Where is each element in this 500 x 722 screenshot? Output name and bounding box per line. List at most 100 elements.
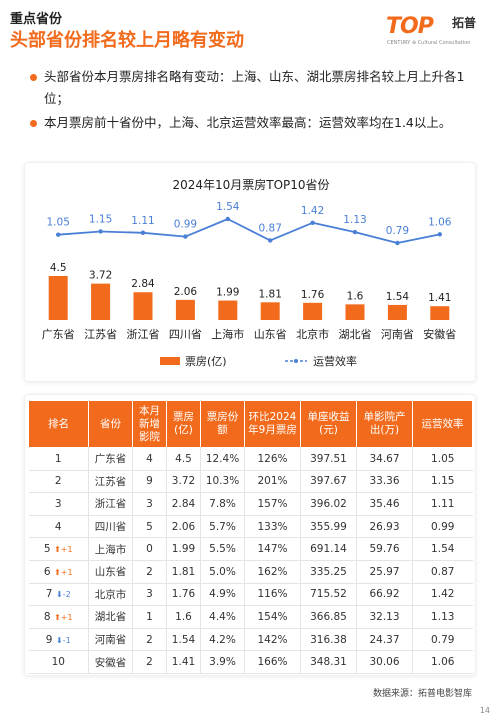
table-cell: 355.99: [300, 515, 357, 539]
table-body: 1 广东省 4 4.5 12.4% 126% 397.51 34.67 1.05 2 江苏省 9 3.7…: [28, 447, 473, 674]
bullet-dot-icon: [30, 74, 37, 81]
table-cell: 366.85: [300, 605, 357, 629]
rank-cell: 9 ⬇-1: [28, 628, 89, 652]
x-tick-label: 上海市: [211, 327, 244, 341]
table-cell: 32.13: [356, 605, 413, 629]
table-cell: 4.2%: [200, 628, 245, 652]
rank-number: 1: [54, 452, 62, 465]
table-cell: 157%: [244, 492, 301, 516]
logo-mark: TOP: [386, 14, 434, 39]
table-row: 7 ⬇-2 北京市 3 1.76 4.9% 116% 715.52 66.92 1.42: [28, 583, 473, 607]
table-row: 1 广东省 4 4.5 12.4% 126% 397.51 34.67 1.05: [28, 447, 473, 471]
efficiency-point: [310, 220, 315, 226]
bullet-dot-icon: [30, 120, 37, 127]
legend-line-label: 运营效率: [313, 354, 357, 368]
table-cell: 348.31: [300, 650, 357, 674]
table-cell: 147%: [244, 537, 301, 561]
bar-value-label: 1.41: [428, 292, 451, 304]
x-tick-label: 浙江省: [127, 328, 160, 341]
table-cell: 1.15: [412, 470, 473, 494]
rank-cell: 7 ⬇-2: [28, 583, 89, 607]
table-header-cell: 票房份额: [200, 400, 245, 448]
table-cell: 9: [132, 470, 167, 494]
table-cell: 1.76: [166, 583, 201, 607]
line-value-label: 1.11: [131, 215, 154, 227]
table-cell: 3: [132, 583, 167, 607]
table-cell: 5.7%: [200, 515, 245, 539]
logo-cn: 拓普: [452, 16, 477, 30]
table-cell: 166%: [244, 650, 301, 674]
table-cell: 397.51: [300, 447, 357, 471]
table-cell: 1.13: [412, 605, 473, 629]
page-title: 头部省份排名较上月略有变动: [10, 30, 244, 51]
table-cell: 25.97: [356, 560, 413, 584]
table-cell: 126%: [244, 447, 301, 471]
rank-down-arrow-icon: ⬇-2: [53, 590, 71, 600]
table-header-cell: 运营效率: [412, 400, 473, 448]
table-row: 9 ⬇-1 河南省 2 1.54 4.2% 142% 316.38 24.37 0.79: [28, 628, 473, 652]
chart-svg: 2024年10月票房TOP10省份 4.5 广东省 3.72 江苏省 2.84 浙江省 2.0…: [42, 177, 457, 368]
table-cell: 1.54: [166, 628, 201, 652]
rank-cell: 4: [28, 515, 89, 539]
bar-value-label: 1.81: [259, 288, 282, 300]
table-header-cell: 本月新增影院: [132, 400, 167, 448]
rank-cell: 3: [28, 492, 89, 516]
x-tick-label: 河南省: [381, 328, 414, 341]
table-cell: 2: [132, 560, 167, 584]
bullet-item: 头部省份本月票房排名略有变动：上海、山东、湖北票房排名较上月上升各1位；: [30, 66, 470, 110]
efficiency-line: [58, 218, 440, 244]
table-cell: 北京市: [88, 583, 133, 607]
table-cell: 0.79: [412, 628, 473, 652]
table-header-row: 排名 省份 本月新增影院 票房(亿) 票房份额 环比2024年9月票房 单座收益(元) 单影院…: [28, 400, 473, 448]
table-cell: 广东省: [88, 447, 133, 471]
rank-cell: 1: [28, 447, 89, 471]
bar-value-label: 1.6: [347, 290, 364, 302]
table-cell: 3: [132, 492, 167, 516]
rank-cell: 10: [28, 650, 89, 674]
x-tick-label: 广东省: [42, 328, 75, 341]
table-cell: 5: [132, 515, 167, 539]
bullet-text: 头部省份本月票房排名略有变动：上海、山东、湖北票房排名较上月上升各1位；: [44, 69, 465, 106]
table-cell: 河南省: [88, 628, 133, 652]
line-value-label: 1.13: [343, 214, 366, 226]
table-cell: 山东省: [88, 560, 133, 584]
table-cell: 35.46: [356, 492, 413, 516]
table-cell: 30.06: [356, 650, 413, 674]
rank-number: 9: [45, 633, 53, 646]
table-cell: 2.06: [166, 515, 201, 539]
bar-value-label: 3.72: [89, 270, 112, 282]
rank-up-arrow-icon: ⬆+1: [51, 612, 73, 622]
table-cell: 江苏省: [88, 470, 133, 494]
efficiency-point: [225, 216, 230, 222]
table-cell: 33.36: [356, 470, 413, 494]
box-office-chart: 2024年10月票房TOP10省份 4.5 广东省 3.72 江苏省 2.84 浙江省 2.0…: [24, 162, 476, 382]
table-cell: 3.72: [166, 470, 201, 494]
efficiency-point: [98, 229, 103, 234]
table-row: 8 ⬆+1 湖北省 1 1.6 4.4% 154% 366.85 32.13 1.13: [28, 605, 473, 629]
efficiency-point: [352, 229, 358, 235]
line-value-label: 1.06: [428, 216, 452, 228]
bar-value-label: 2.06: [174, 286, 198, 298]
x-tick-label: 湖北省: [339, 328, 372, 341]
rank-number: 10: [51, 656, 65, 669]
table-cell: 浙江省: [88, 492, 133, 516]
table-cell: 4: [132, 447, 167, 471]
bar: [345, 304, 365, 320]
top-logo: TOP CENTURY ⊕ Cultural Consultation 拓普: [386, 14, 486, 48]
table-cell: 715.52: [300, 583, 357, 607]
chart-title: 2024年10月票房TOP10省份: [172, 177, 329, 192]
bar: [303, 302, 323, 320]
bar: [218, 300, 238, 320]
table-cell: 5.5%: [200, 537, 245, 561]
table-cell: 1.81: [166, 560, 201, 584]
rank-number: 8: [43, 610, 51, 623]
table-cell: 2: [132, 628, 167, 652]
table-cell: 湖北省: [88, 605, 133, 629]
bar-value-label: 2.84: [131, 278, 155, 290]
efficiency-point: [56, 232, 61, 237]
table-cell: 1.54: [412, 537, 473, 561]
table-cell: 1.06: [412, 650, 473, 674]
rank-number: 2: [54, 475, 62, 488]
bar: [133, 292, 153, 320]
bullet-text: 本月票房前十省份中，上海、北京运营效率最高：运营效率均在1.4以上。: [44, 115, 452, 130]
